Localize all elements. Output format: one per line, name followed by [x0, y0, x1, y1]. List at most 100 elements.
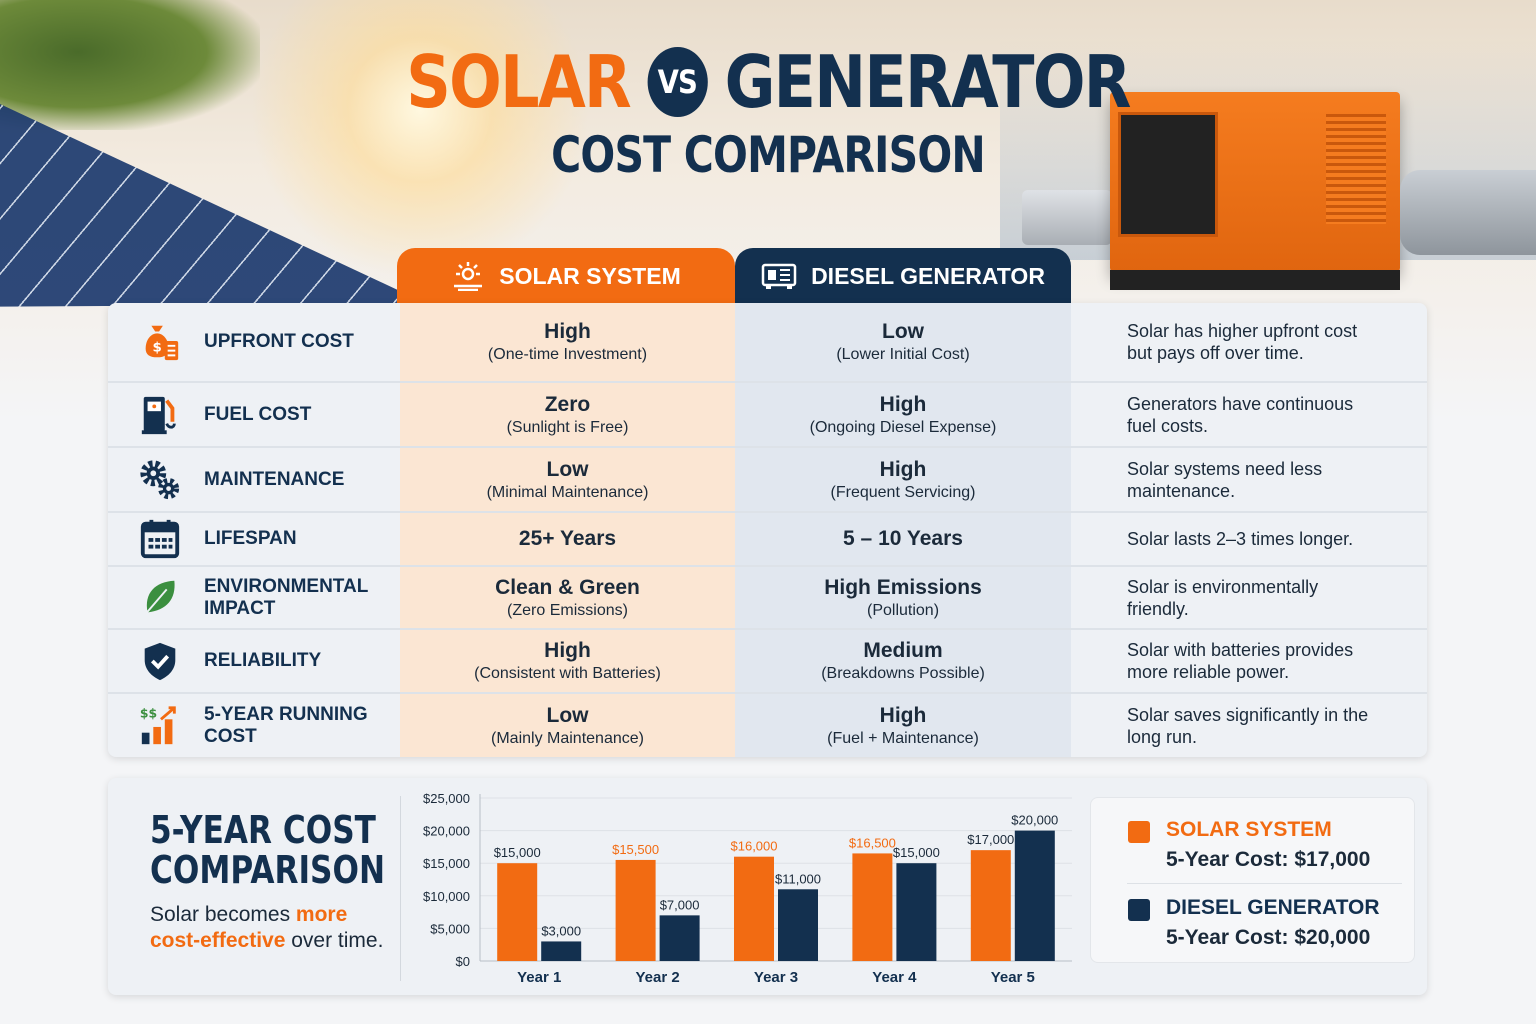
sun-glow [250, 0, 590, 280]
column-header-diesel: DIESEL GENERATOR [735, 248, 1071, 304]
table-row: MAINTENANCE Low (Minimal Maintenance) Hig… [108, 448, 1427, 513]
note-cell: Solar has higher upfront cost but pays o… [1127, 321, 1358, 363]
column-header-diesel-label: DIESEL GENERATOR [811, 262, 1045, 289]
diesel-bar [659, 915, 700, 961]
solar-cell: Low (Mainly Maintenance) [400, 694, 735, 757]
note-cell: Generators have continuous fuel costs. [1127, 393, 1354, 436]
row-label: RELIABILITY [108, 630, 400, 692]
solar-cell: Clean & Green (Zero Emissions) [400, 567, 735, 628]
diesel-cell: Low (Lower Initial Cost) [735, 303, 1071, 381]
bar-data-label: $11,000 [775, 871, 821, 886]
fuel-tank-image [1400, 170, 1536, 255]
solar-bar [497, 863, 538, 961]
diesel-cell: 5 – 10 Years [735, 513, 1071, 565]
cost-summary-panel: 5-YEAR COST COMPARISON Solar becomes more… [108, 778, 1427, 995]
y-tick-label: $5,000 [430, 921, 470, 936]
bar-data-label: $15,000 [494, 845, 541, 860]
row-label: ENVIRONMENTAL IMPACT [108, 567, 400, 628]
note-cell: Solar lasts 2–3 times longer. [1127, 529, 1354, 549]
bar-data-label: $7,000 [660, 897, 700, 912]
row-label: MAINTENANCE [108, 448, 400, 511]
bar-data-label: $16,000 [731, 839, 778, 854]
y-tick-label: $0 [456, 954, 470, 969]
comparison-table: $ UPFRONT COST High (One-time Investment) … [108, 303, 1427, 757]
solar-cell: High (Consistent with Batteries) [400, 630, 735, 692]
summary-text: Solar becomes more cost-effective over t… [150, 903, 384, 952]
title-solar: SOLAR [406, 40, 631, 124]
solar-bar [852, 853, 893, 961]
table-row: $$ 5-YEAR RUNNING COST Low (Mainly Mainten… [108, 694, 1427, 757]
x-tick-label: Year 1 [517, 969, 561, 986]
row-label: LIFESPAN [108, 513, 400, 565]
bar-data-label: $20,000 [1011, 813, 1058, 828]
column-header-solar: SOLAR SYSTEM [397, 248, 735, 304]
leaf-icon [138, 575, 182, 621]
table-row: $ UPFRONT COST High (One-time Investment) … [108, 303, 1427, 383]
trees-image [0, 0, 260, 130]
page-subtitle: COST COMPARISON [551, 126, 986, 184]
sun-icon [454, 262, 483, 291]
row-label: FUEL COST [108, 383, 400, 446]
row-label: $$ 5-YEAR RUNNING COST [138, 703, 368, 749]
bar-data-label: $16,500 [849, 835, 896, 850]
generator-icon [761, 263, 797, 289]
solar-cell: Low (Minimal Maintenance) [400, 448, 735, 511]
x-tick-label: Year 3 [754, 969, 798, 986]
row-label: $ UPFRONT COST [108, 303, 400, 381]
legend-item-solar: SOLAR SYSTEM 5-Year Cost: $17,000 [1128, 818, 1370, 872]
growth-chart-icon: $$ [138, 703, 182, 749]
y-tick-label: $15,000 [423, 856, 470, 871]
table-row: ENVIRONMENTAL IMPACT Clean & Green (Zero … [108, 567, 1427, 630]
diesel-bar [1014, 830, 1055, 961]
legend-divider [1127, 883, 1402, 884]
solar-bar [734, 856, 774, 961]
svg-text:$: $ [152, 341, 161, 356]
column-header-solar-label: SOLAR SYSTEM [499, 262, 681, 289]
solar-cell: 25+ Years [400, 513, 735, 565]
note-cell: Solar with batteries provides more relia… [1127, 640, 1354, 682]
cost-bar-chart: $0 $5,000 $10,000 $15,000 $20,000 $25,000 $15,… [423, 791, 1072, 986]
shield-check-icon [138, 638, 182, 684]
legend-item-diesel: DIESEL GENERATOR 5-Year Cost: $20,000 [1128, 896, 1380, 950]
diesel-cell: High (Ongoing Diesel Expense) [735, 383, 1071, 446]
note-cell: Solar systems need less maintenance. [1127, 458, 1323, 501]
bar-data-label: $15,500 [612, 842, 659, 857]
x-tick-label: Year 4 [872, 969, 917, 986]
divider [400, 796, 401, 981]
gears-icon [138, 457, 182, 503]
legend-swatch-solar [1128, 821, 1150, 843]
y-tick-label: $25,000 [423, 791, 470, 806]
chart-legend: SOLAR SYSTEM 5-Year Cost: $17,000 DIESEL … [1090, 797, 1415, 963]
svg-text:$$: $$ [140, 705, 157, 720]
title-generator: GENERATOR [724, 40, 1132, 124]
note-cell: Solar is environmentally friendly. [1127, 576, 1319, 619]
money-bag-icon: $ [138, 319, 182, 365]
diesel-bar [778, 889, 818, 961]
fuel-pump-icon [138, 392, 182, 438]
note-cell: Solar saves significantly in the long ru… [1127, 704, 1369, 747]
bar-data-label: $3,000 [541, 923, 581, 938]
diesel-generator-image [1110, 92, 1400, 290]
bar-data-label: $15,000 [893, 845, 940, 860]
legend-swatch-diesel [1128, 899, 1150, 921]
x-tick-label: Year 5 [991, 969, 1035, 986]
diesel-cell: Medium (Breakdowns Possible) [735, 630, 1071, 692]
diesel-bar [541, 941, 582, 961]
diesel-bar [896, 863, 937, 961]
table-row: FUEL COST Zero (Sunlight is Free) High (On… [108, 383, 1427, 448]
table-row: RELIABILITY High (Consistent with Batteri… [108, 630, 1427, 694]
vs-badge: VS [647, 47, 708, 117]
bar-data-label: $17,000 [967, 832, 1014, 847]
solar-cell: High (One-time Investment) [400, 303, 735, 381]
x-tick-label: Year 2 [635, 969, 679, 986]
table-row: LIFESPAN 25+ Years 5 – 10 Years Solar la… [108, 513, 1427, 567]
diesel-cell: High (Fuel + Maintenance) [735, 694, 1071, 757]
solar-cell: Zero (Sunlight is Free) [400, 383, 735, 446]
diesel-cell: High (Frequent Servicing) [735, 448, 1071, 511]
small-generator-image [1022, 190, 1112, 245]
solar-bar [970, 850, 1011, 961]
page-title: SOLAR VS GENERATOR COST COMPARISON [0, 40, 1536, 184]
calendar-icon [138, 516, 182, 562]
y-tick-label: $20,000 [423, 824, 470, 839]
diesel-cell: High Emissions (Pollution) [735, 567, 1071, 628]
